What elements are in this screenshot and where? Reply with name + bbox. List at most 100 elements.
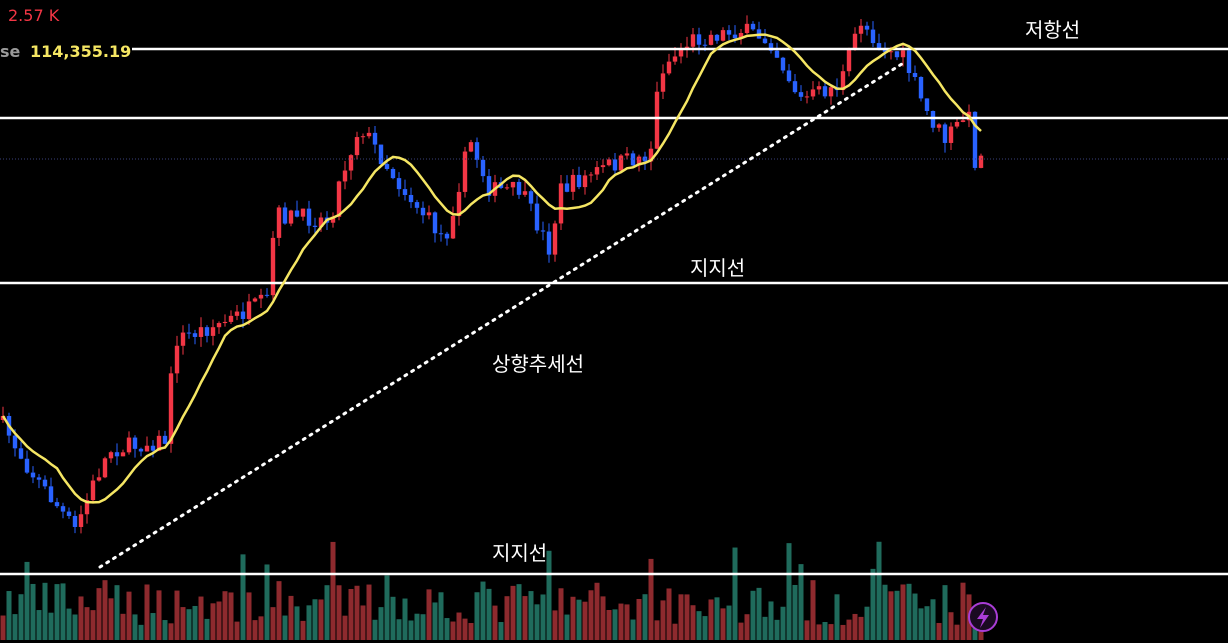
candle-body <box>654 91 660 149</box>
volume-bar <box>660 600 666 640</box>
candle-body <box>186 332 192 334</box>
uptrend-line <box>98 60 907 569</box>
candle-body <box>846 48 852 72</box>
lightning-button[interactable] <box>968 602 998 632</box>
moving-average <box>1 33 982 504</box>
volume-bar <box>126 591 132 640</box>
volume-bar <box>360 605 366 640</box>
candle-body <box>264 294 270 296</box>
candle-body <box>570 174 576 192</box>
candle-body <box>144 445 150 452</box>
volume-bar <box>96 588 102 640</box>
candle-body <box>864 25 870 30</box>
candle-body <box>948 126 954 143</box>
candle-body <box>510 181 516 188</box>
candle-body <box>726 30 732 35</box>
volume-bar <box>684 594 690 640</box>
candle-body <box>888 51 894 53</box>
volume-bar <box>624 604 630 640</box>
candle-body <box>678 49 684 57</box>
volume-bar <box>156 590 162 640</box>
volume-bar <box>210 603 216 640</box>
volume-bar <box>204 618 210 640</box>
volume-bar <box>828 624 834 640</box>
volume-bar <box>786 543 792 640</box>
volume-bar <box>318 599 324 640</box>
volume-bar <box>138 624 144 640</box>
volume-bar <box>366 584 372 640</box>
volume-bar <box>78 596 84 640</box>
candle-body <box>174 345 180 374</box>
volume-bar <box>414 613 420 640</box>
candle-body <box>528 191 534 204</box>
volume-bar <box>36 610 42 640</box>
volume-bar <box>564 614 570 640</box>
volume-bar <box>870 568 876 640</box>
candle-body <box>468 142 474 152</box>
candle-body <box>216 323 222 328</box>
volume-bar <box>48 612 54 640</box>
candle-body <box>168 373 174 444</box>
lightning-icon[interactable] <box>977 607 989 628</box>
volume-bar <box>678 594 684 640</box>
volume-bar <box>942 585 948 640</box>
volume-bar <box>426 589 432 640</box>
candle-body <box>894 51 900 58</box>
volume-bar <box>498 622 504 640</box>
volume-bar <box>570 596 576 640</box>
volume-bar <box>558 588 564 640</box>
candle-body <box>318 217 324 227</box>
volume-bar <box>654 620 660 640</box>
volume-bar <box>648 558 654 640</box>
candle-body <box>258 294 264 299</box>
candle-body <box>108 452 114 459</box>
candle-body <box>228 315 234 322</box>
candle-body <box>780 57 786 71</box>
candle-body <box>408 194 414 203</box>
volume-bar <box>810 580 816 640</box>
candle-body <box>432 212 438 234</box>
volume-bar <box>456 612 462 640</box>
volume-bar <box>72 614 78 640</box>
volume-bar <box>324 585 330 640</box>
volume-bar <box>744 614 750 640</box>
volume-bar <box>120 613 126 640</box>
volume-bar <box>84 607 90 640</box>
candle-body <box>690 34 696 47</box>
candle-body <box>84 500 90 515</box>
candle-body <box>36 477 42 480</box>
candle-body <box>666 61 672 74</box>
volume-bar <box>192 605 198 640</box>
candle-body <box>564 183 570 192</box>
volume-bar <box>24 561 30 640</box>
candle-body <box>102 458 108 478</box>
volume-bar <box>432 602 438 640</box>
volume-bar <box>792 584 798 640</box>
candle-body <box>276 207 282 238</box>
candle-body <box>708 34 714 45</box>
volume-bar <box>816 624 822 640</box>
candle-body <box>414 202 420 208</box>
volume-bar <box>534 604 540 640</box>
volume-bar <box>696 611 702 640</box>
volume-bar <box>186 609 192 640</box>
volume-bar <box>282 615 288 640</box>
candle-body <box>360 136 366 138</box>
volume-bar <box>702 616 708 640</box>
candle-body <box>270 237 276 296</box>
candle-body <box>306 208 312 226</box>
candle-body <box>336 181 342 217</box>
volume-bar <box>102 580 108 640</box>
volume-bar <box>576 599 582 640</box>
candle-body <box>786 70 792 82</box>
candle-body <box>858 25 864 34</box>
volume-bar <box>834 594 840 640</box>
volume-bar <box>240 554 246 640</box>
volume-bar <box>462 618 468 640</box>
candle-body <box>438 233 444 235</box>
volume-bar <box>348 588 354 640</box>
candle-body <box>162 435 168 444</box>
volume-bar <box>444 618 450 640</box>
volume-bar <box>234 621 240 640</box>
volume-bar <box>144 584 150 640</box>
